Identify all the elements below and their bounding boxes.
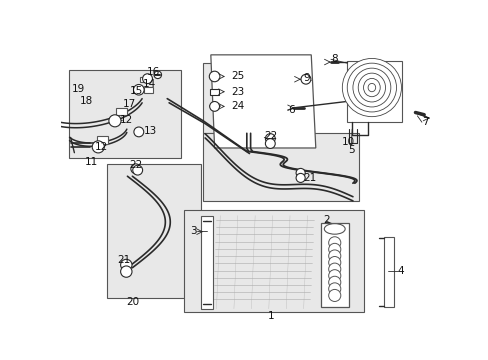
Text: 25: 25 bbox=[230, 71, 244, 81]
Text: 19: 19 bbox=[72, 84, 85, 94]
Ellipse shape bbox=[131, 164, 141, 174]
Ellipse shape bbox=[92, 141, 104, 153]
Text: 12: 12 bbox=[94, 142, 107, 152]
Ellipse shape bbox=[295, 174, 305, 183]
Ellipse shape bbox=[142, 74, 152, 84]
Ellipse shape bbox=[301, 74, 310, 84]
Text: 7: 7 bbox=[421, 117, 427, 127]
Ellipse shape bbox=[295, 168, 305, 177]
Ellipse shape bbox=[328, 289, 340, 301]
Text: 23: 23 bbox=[230, 87, 244, 97]
Text: 1: 1 bbox=[267, 311, 274, 321]
Text: 16: 16 bbox=[146, 67, 159, 77]
Text: 21: 21 bbox=[117, 255, 130, 265]
Text: 5: 5 bbox=[347, 145, 354, 155]
Ellipse shape bbox=[154, 71, 161, 78]
Text: 11: 11 bbox=[84, 157, 98, 167]
Text: 14: 14 bbox=[142, 79, 156, 89]
Bar bbox=[143, 87, 153, 93]
Text: 2: 2 bbox=[323, 215, 329, 225]
Bar bbox=[184, 210, 364, 312]
Bar bbox=[140, 77, 147, 82]
Bar bbox=[203, 133, 358, 201]
Ellipse shape bbox=[358, 73, 385, 102]
Ellipse shape bbox=[265, 134, 275, 143]
Ellipse shape bbox=[328, 250, 340, 262]
Text: 13: 13 bbox=[143, 126, 157, 135]
Text: 10: 10 bbox=[341, 138, 354, 148]
Bar bbox=[69, 69, 180, 158]
Ellipse shape bbox=[109, 115, 121, 127]
Text: 3: 3 bbox=[190, 226, 196, 236]
Text: 9: 9 bbox=[302, 73, 309, 83]
Ellipse shape bbox=[328, 263, 340, 275]
Ellipse shape bbox=[121, 259, 132, 271]
Ellipse shape bbox=[133, 85, 144, 95]
Text: 20: 20 bbox=[125, 297, 139, 307]
Bar bbox=[116, 108, 127, 116]
Ellipse shape bbox=[134, 127, 143, 137]
Text: 18: 18 bbox=[79, 96, 92, 106]
Text: 24: 24 bbox=[230, 100, 244, 111]
Text: 8: 8 bbox=[330, 54, 337, 64]
Ellipse shape bbox=[328, 283, 340, 295]
Bar bbox=[97, 136, 108, 144]
Ellipse shape bbox=[209, 71, 220, 82]
Text: 6: 6 bbox=[287, 105, 294, 115]
Text: 21: 21 bbox=[302, 174, 316, 184]
Ellipse shape bbox=[328, 257, 340, 269]
Polygon shape bbox=[210, 55, 315, 148]
Ellipse shape bbox=[328, 276, 340, 288]
Ellipse shape bbox=[363, 78, 380, 97]
Text: 22: 22 bbox=[264, 131, 277, 141]
Ellipse shape bbox=[328, 270, 340, 282]
Text: 22: 22 bbox=[129, 160, 142, 170]
Bar bbox=[203, 63, 279, 133]
Bar bbox=[346, 61, 401, 122]
Ellipse shape bbox=[132, 165, 142, 175]
Text: 17: 17 bbox=[122, 99, 136, 109]
Text: 12: 12 bbox=[120, 115, 133, 125]
Bar bbox=[383, 237, 393, 306]
Ellipse shape bbox=[346, 63, 396, 112]
Ellipse shape bbox=[328, 237, 340, 249]
Bar bbox=[210, 89, 218, 95]
Ellipse shape bbox=[209, 102, 219, 111]
Ellipse shape bbox=[328, 243, 340, 255]
Text: 15: 15 bbox=[129, 86, 142, 96]
Ellipse shape bbox=[265, 139, 275, 148]
Ellipse shape bbox=[367, 84, 375, 92]
Ellipse shape bbox=[352, 68, 390, 107]
Bar bbox=[201, 216, 212, 309]
Ellipse shape bbox=[121, 266, 132, 277]
Bar bbox=[106, 164, 201, 298]
Ellipse shape bbox=[324, 224, 345, 234]
Text: 4: 4 bbox=[397, 266, 404, 276]
Bar bbox=[320, 223, 348, 307]
Ellipse shape bbox=[342, 58, 401, 117]
